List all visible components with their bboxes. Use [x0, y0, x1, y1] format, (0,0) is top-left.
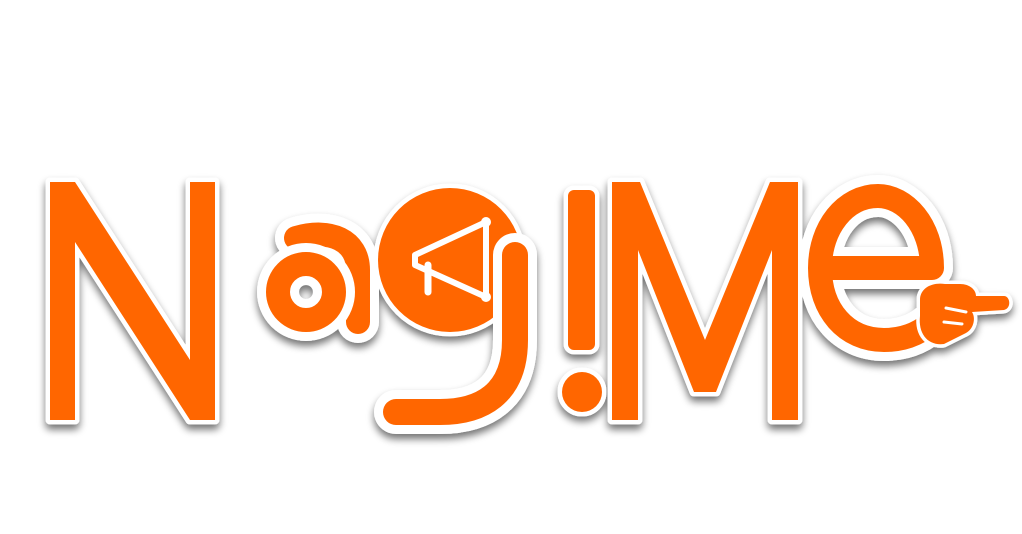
letter-a: [257, 213, 379, 343]
letter-g: [373, 183, 537, 434]
letter-m: [607, 177, 803, 425]
pointing-hand-icon: [916, 280, 1013, 348]
exclamation-mark-icon: [557, 185, 607, 417]
letter-e: [799, 175, 953, 361]
megaphone-icon: [412, 217, 491, 302]
letter-n: [45, 177, 220, 425]
